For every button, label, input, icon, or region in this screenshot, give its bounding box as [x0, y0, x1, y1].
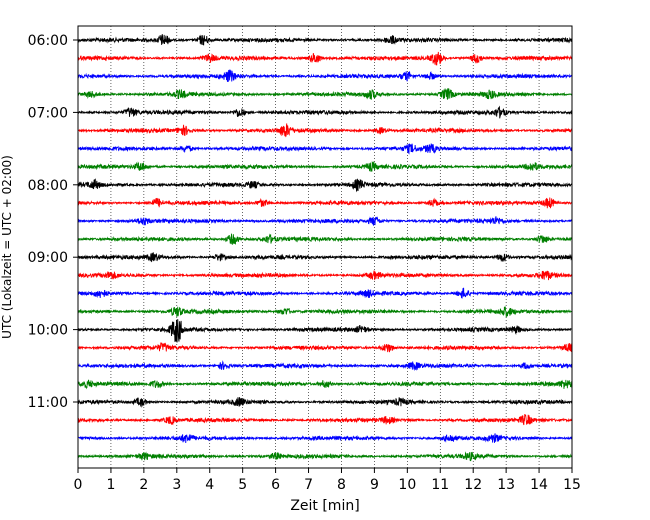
x-axis-ticks: 0 1 2 3 4 5 6 7 8 9 10 11 12 13 14 15	[74, 468, 581, 493]
y-tick-label: 06:00	[28, 33, 68, 49]
seismic-trace	[77, 397, 573, 408]
x-tick-label: 7	[304, 477, 313, 493]
x-tick-label: 8	[337, 477, 346, 493]
seismic-trace	[77, 88, 573, 100]
seismic-trace	[77, 216, 573, 226]
seismic-trace	[77, 161, 573, 172]
seismic-trace	[77, 319, 573, 343]
seismic-trace	[77, 105, 573, 119]
seismic-trace	[77, 433, 573, 444]
x-tick-label: 2	[139, 477, 148, 493]
x-tick-label: 1	[106, 477, 115, 493]
y-tick-label: 10:00	[28, 323, 68, 339]
y-axis-label: UTC (Lokalzeit = UTC + 02:00)	[0, 155, 14, 339]
x-tick-label: 6	[271, 477, 280, 493]
x-tick-label: 0	[74, 477, 83, 493]
seismic-trace	[77, 287, 573, 299]
x-tick-label: 3	[172, 477, 181, 493]
x-tick-label: 5	[238, 477, 247, 493]
trace-group	[77, 34, 573, 462]
x-tick-label: 12	[464, 477, 482, 493]
seismic-trace	[77, 252, 573, 263]
seismic-trace	[77, 451, 573, 462]
seismic-trace	[77, 34, 573, 46]
x-tick-label: 9	[370, 477, 379, 493]
x-tick-label: 10	[398, 477, 416, 493]
y-axis-ticks: 06:00 07:00 08:00 09:00 10:00 11:00	[28, 33, 78, 411]
seismic-trace	[77, 233, 573, 246]
seismic-trace	[77, 270, 573, 281]
seismic-trace	[77, 51, 573, 66]
x-tick-label: 11	[431, 477, 449, 493]
x-tick-label: 13	[497, 477, 515, 493]
y-tick-label: 09:00	[28, 250, 68, 266]
y-tick-label: 07:00	[28, 105, 68, 121]
seismic-trace	[77, 69, 573, 82]
seismic-trace	[77, 123, 573, 138]
seismic-trace	[77, 379, 573, 390]
seismic-trace	[77, 306, 573, 318]
seismic-trace	[77, 341, 573, 353]
x-tick-label: 14	[530, 477, 548, 493]
seismic-trace	[77, 414, 573, 426]
y-tick-label: 11:00	[28, 395, 68, 411]
x-tick-label: 4	[205, 477, 214, 493]
seismic-trace	[77, 360, 573, 371]
y-tick-label: 08:00	[28, 178, 68, 194]
x-tick-label: 15	[563, 477, 581, 493]
seismic-trace	[77, 197, 573, 209]
x-axis-label: Zeit [min]	[290, 498, 359, 514]
seismic-trace	[77, 143, 573, 155]
plot-frame	[77, 25, 573, 469]
seismic-trace	[77, 178, 573, 193]
